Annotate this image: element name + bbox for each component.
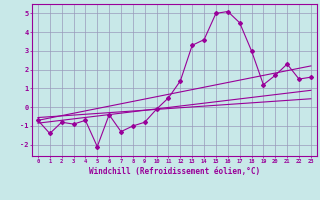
- X-axis label: Windchill (Refroidissement éolien,°C): Windchill (Refroidissement éolien,°C): [89, 167, 260, 176]
